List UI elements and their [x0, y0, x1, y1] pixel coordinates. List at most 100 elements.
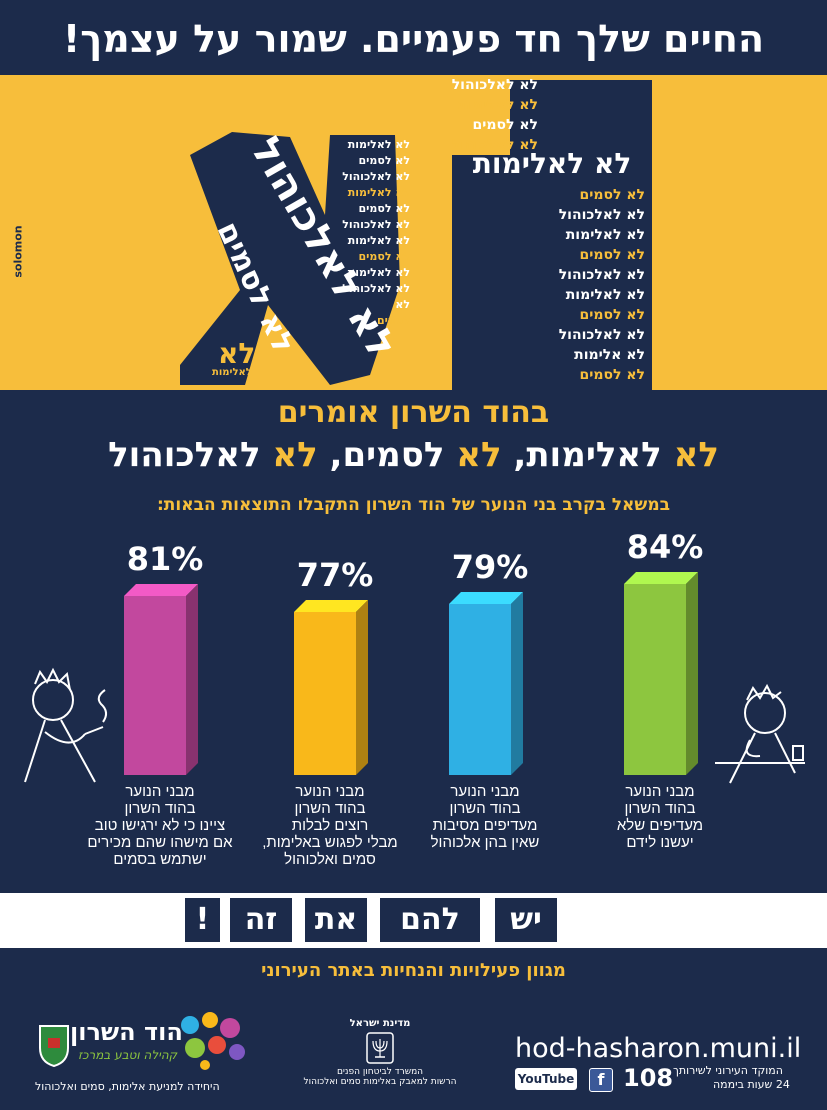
bar-top — [124, 584, 198, 596]
mid-stack-item: לא לאלימות — [347, 138, 410, 151]
mid-stack-item: לא לאלימות — [347, 234, 410, 247]
smoking-boy-doodle-icon — [24, 667, 107, 783]
headline-2: לא לאלימות, לא לסמים, לא לאלכוהול — [0, 435, 827, 475]
facebook-icon[interactable]: f — [589, 1068, 613, 1092]
right-text-stack: לא לסמים לא לאלכוהול לא לאלימות לא לסמים לא … — [540, 185, 645, 385]
bar-caption-line: בהוד השרון — [124, 800, 196, 817]
bar-caption-line: מבלי לפגוש באלימות, — [262, 834, 398, 851]
slogan-strip: יש להם את זה! — [0, 893, 827, 948]
activities-link[interactable]: מגוון פעילויות והנחיות באתר העירוני — [261, 960, 566, 981]
bar-chart — [124, 572, 698, 775]
right-stack-item: לא לאלימות — [565, 287, 645, 303]
bar-caption-line: שאין בהן אלכוהול — [430, 834, 540, 851]
bar-caption-line: בהוד השרון — [294, 800, 366, 817]
right-stack-item: לא לסמים — [579, 367, 645, 383]
bar-caption-line: מבני הנוער — [450, 783, 520, 800]
mid-stack-item: לסמים — [377, 314, 410, 327]
mid-stack-item: לא לאלימות — [347, 186, 410, 199]
left-small-no: לא — [218, 337, 256, 370]
survey-intro: במשאל בקרב בני הנוער של הוד השרון התקבלו… — [156, 495, 670, 515]
right-stack-item: לא לאלימות — [565, 227, 645, 243]
right-stack-item: לא לסמים — [579, 187, 645, 203]
bar-value-label: 84% — [626, 528, 704, 566]
hotline-hours: 24 שעות ביממה — [713, 1078, 790, 1091]
website-url[interactable]: hod-hasharon.muni.il — [515, 1033, 802, 1064]
top-stack-item: לא לאלכוהול — [451, 77, 538, 93]
city-tagline: קהילה וטבע במרכז — [78, 1048, 178, 1062]
bar-3 — [449, 592, 523, 775]
right-stack-item: לא לסמים — [579, 307, 645, 323]
bar-caption-line: בהוד השרון — [449, 800, 521, 817]
bar-side — [686, 572, 698, 775]
bar-caption-line: מבני הנוער — [295, 783, 365, 800]
right-stack-item: לא לאלכוהול — [558, 207, 645, 223]
bar-caption-line: ישתמש בסמים — [113, 851, 207, 868]
bar-value-label: 81% — [126, 540, 204, 578]
top-stack-item: לא לאלימות — [458, 97, 538, 113]
right-stack-item: לא לסמים — [579, 247, 645, 263]
big-letters-graphic — [180, 80, 652, 390]
left-small-violence: לאלימות — [212, 367, 252, 378]
mid-text-stack: לא לאלימות לא לסמים לא לאלכוהול לא לאלימות ל… — [330, 137, 410, 329]
bar-1 — [124, 584, 198, 775]
bar-side — [511, 592, 523, 775]
bar-caption-line: אם מישהו שהם מכירים — [87, 834, 233, 851]
headline-2-part: לאלכוהול — [108, 435, 273, 475]
bar-value-label: 79% — [451, 548, 529, 586]
contact-row: YouTube f 108 המוקד העירוני לשירותך 24 ש… — [515, 1064, 815, 1096]
bar-front — [294, 612, 356, 775]
headline-2-part: לא — [673, 435, 719, 475]
headline-2-part: לא — [456, 435, 502, 475]
big-phrase: לא לאלימות — [472, 147, 632, 180]
hotline-text: המוקד העירוני לשירותך — [673, 1064, 783, 1077]
slogan: יש להם את זה! — [185, 898, 637, 942]
bar-caption-line: מבני הנוער — [625, 783, 695, 800]
slogan-word: זה — [230, 898, 292, 942]
bar-front — [124, 596, 186, 775]
mid-stack-item: לא לסמים — [358, 154, 410, 167]
city-logo: הוד השרון קהילה וטבע במרכז היחידה למניעת… — [10, 1012, 250, 1108]
mid-stack-item: לא — [395, 298, 410, 311]
hero-banner: solomon לא לאלכוהול לא לסמים לא לאלימות … — [0, 75, 827, 390]
bar-caption-line: רוצים לבלות — [291, 817, 369, 834]
bar-caption: מבני הנוער בהוד השרון ציינו כי לא ירגישו ט… — [75, 783, 245, 868]
mid-stack-item: לא לאלכוהול — [342, 170, 410, 183]
hotline-number: 108 — [623, 1064, 674, 1092]
right-stack-item: לא לאלכוהול — [558, 327, 645, 343]
bar-caption-line: ציינו כי לא ירגישו טוב — [94, 817, 226, 834]
state-emblem-block: מדינת ישראל המשרד לביטחון הפנים הרשות למ… — [290, 1018, 470, 1108]
bar-caption-line: יעשנו לידם — [626, 834, 694, 851]
headline-1: בהוד השרון אומרים — [277, 395, 550, 430]
bar-top — [449, 592, 523, 604]
ministry-name: המשרד לביטחון הפנים — [336, 1067, 424, 1077]
state-name: מדינת ישראל — [349, 1018, 411, 1029]
bar-caption-line: מעדיפים מסיבות — [432, 817, 538, 834]
page-title: החיים שלך חד פעמיים. שמור על עצמך! — [0, 0, 827, 75]
bar-caption-line: סמים ואלכוהול — [284, 851, 376, 868]
mid-stack-item: לא לאלכוהול — [342, 218, 410, 231]
bar-4 — [624, 572, 698, 775]
alef-shape — [180, 132, 400, 385]
youtube-icon[interactable]: YouTube — [515, 1068, 577, 1090]
menorah-emblem-icon — [366, 1032, 394, 1064]
bar-caption-line: מעדיפים שלא — [616, 817, 704, 834]
top-text-stack: לא לאלכוהול לא לאלימות לא לסמים לא לאלכוהול — [448, 75, 538, 155]
headline-2-part: לא — [272, 435, 318, 475]
bar-caption: מבני הנוער בהוד השרון מעדיפים שלא יעשנו ליד… — [575, 783, 745, 851]
bar-top — [624, 572, 698, 584]
slogan-word: יש — [495, 898, 557, 942]
lamed-shape — [452, 80, 652, 390]
top-stack-item: לא לאלכוהול — [451, 137, 538, 153]
mid-stack-item: לא לאלימות — [347, 266, 410, 279]
bar-caption-line: בהוד השרון — [624, 800, 696, 817]
bar-front — [449, 604, 511, 775]
sad-boy-doodle-icon — [715, 683, 805, 784]
mid-stack-item: לא לסמים — [358, 202, 410, 215]
bar-side — [356, 600, 368, 775]
city-emblem-icon — [39, 1025, 69, 1068]
headline-2-part: לסמים, — [317, 435, 457, 475]
bar-value-label: 77% — [296, 556, 374, 594]
colorful-icons-cluster-icon — [181, 1012, 245, 1070]
bar-side — [186, 584, 198, 775]
slogan-word: את — [305, 898, 367, 942]
